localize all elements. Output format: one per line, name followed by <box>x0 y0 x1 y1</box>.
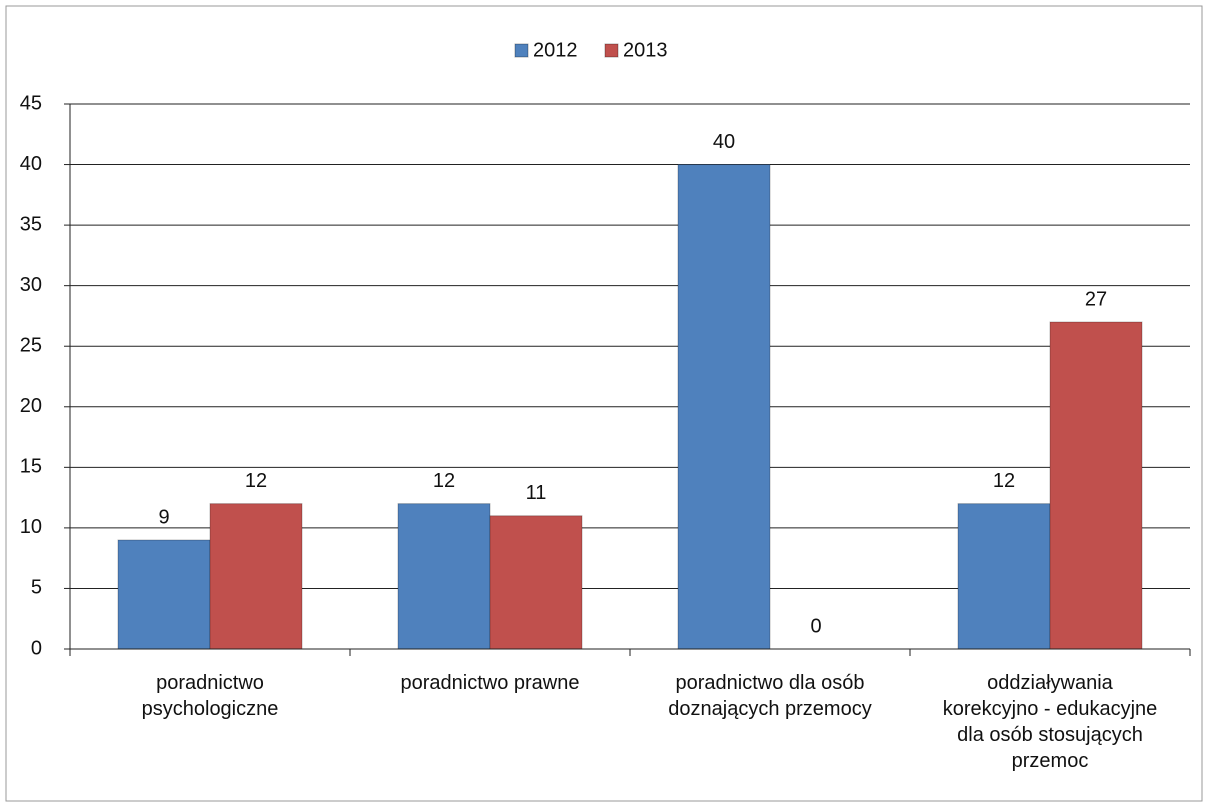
y-tick-label: 30 <box>20 274 42 296</box>
data-label: 12 <box>433 470 455 492</box>
bar <box>957 503 1051 650</box>
x-tick-label: poradnictwo psychologiczne <box>141 672 279 720</box>
bar <box>489 515 583 650</box>
legend-swatch <box>514 43 529 58</box>
data-label: 40 <box>713 131 735 153</box>
data-label: 27 <box>1085 288 1107 310</box>
x-tick-label: poradnictwo dla osób doznających przemoc… <box>668 672 872 720</box>
bar <box>1049 321 1143 650</box>
y-tick-label: 25 <box>20 335 42 357</box>
x-tick-label: poradnictwo prawne <box>400 672 580 694</box>
y-tick-label: 10 <box>20 516 42 538</box>
data-label: 12 <box>245 470 267 492</box>
y-tick-label: 5 <box>31 577 42 599</box>
y-tick-label: 40 <box>20 153 42 175</box>
y-tick-label: 15 <box>20 456 42 478</box>
bar <box>209 503 303 650</box>
data-label: 12 <box>993 470 1015 492</box>
data-label: 9 <box>158 506 169 528</box>
data-label: 11 <box>526 482 547 504</box>
legend-label: 2013 <box>623 39 668 61</box>
bar <box>677 164 771 650</box>
legend-label: 2012 <box>533 39 578 61</box>
y-tick-label: 20 <box>20 395 42 417</box>
y-tick-label: 45 <box>20 92 42 114</box>
chart-border <box>5 5 1203 802</box>
x-tick-label: oddziaływania korekcyjno - edukacyjne dl… <box>942 672 1158 772</box>
y-tick-label: 0 <box>31 637 42 659</box>
bar <box>397 503 491 650</box>
bar <box>117 539 211 650</box>
legend-swatch <box>604 43 619 58</box>
data-label: 0 <box>810 615 821 637</box>
y-tick-label: 35 <box>20 213 42 235</box>
